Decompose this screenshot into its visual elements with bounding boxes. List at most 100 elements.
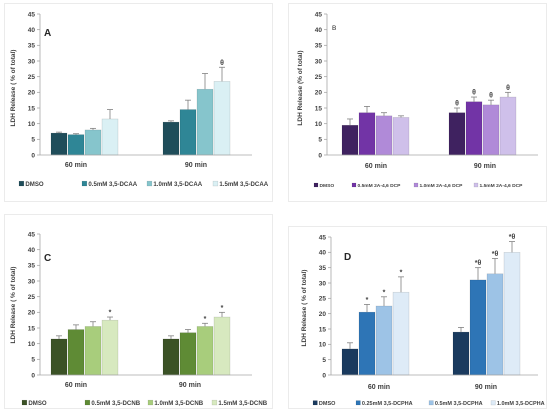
significance-mark-d-0-5mm-3-5-dcpha-90-min: *θ: [492, 251, 499, 258]
legend-label-1-0mm-3-5-dcpha: 1.0mM 3,5-DCPHA: [497, 401, 545, 407]
bar-c-1-5mm-3-5-dcnb-90-min: [213, 316, 231, 376]
legend-label-1-0mm-2a-4-6-dcp: 1.0mM 2A-4,6 DCP: [420, 183, 464, 189]
y-tick-label: 25: [319, 296, 327, 303]
bar-c-0-5mm-3-5-dcnb-90-min: [179, 332, 197, 376]
bar-d-1-0mm-3-5-dcpha-60-min: [392, 291, 410, 376]
y-tick-label: 0: [318, 152, 322, 159]
bar-a-1-5mm-3-5-dcaa-60-min: [101, 118, 119, 156]
y-tick-label: 20: [28, 310, 36, 317]
bar-b-0-5mm-2a-4-6-dcp-90-min: [465, 101, 483, 156]
error-bar-c-dmso-90-min: [168, 335, 174, 339]
error-bar-a-1-0mm-3-5-dcaa-90-min: [202, 73, 208, 90]
y-tick-label: 20: [315, 90, 323, 97]
y-tick-label: 45: [319, 234, 327, 241]
error-bar-a-1-5mm-3-5-dcaa-60-min: [107, 109, 113, 119]
bar-a-1-0mm-3-5-dcaa-90-min: [196, 88, 214, 156]
error-bar-c-dmso-60-min: [56, 335, 62, 339]
bar-a-dmso-60-min: [50, 132, 68, 156]
error-bar-b-dmso-90-min: [454, 107, 460, 113]
legend-label-0-5mm-3-5-dcpha: 0.5mM 3,5-DCPHA: [435, 401, 483, 407]
error-bar-c-1-5mm-3-5-dcnb-90-min: [219, 311, 225, 318]
error-bar-c-0-5mm-3-5-dcnb-90-min: [185, 329, 191, 333]
error-bar-b-0-5mm-2a-4-6-dcp-60-min: [364, 106, 370, 113]
y-axis-title: LDH Release ( % of total): [10, 50, 17, 127]
error-bar-d-dmso-60-min: [347, 342, 353, 349]
y-tick-label: 25: [28, 74, 36, 81]
legend-label-0-5mm-2a-4-6-dcp: 0.5mM 2A-4,6 DCP: [358, 183, 402, 189]
error-bar-a-dmso-90-min: [168, 120, 174, 123]
panel-frame: [4, 3, 273, 202]
y-tick-label: 25: [28, 294, 36, 301]
significance-mark-d-0-25mm-3-5-dcpha-90-min: *θ: [475, 260, 482, 267]
legend-swatch-0-5mm-3-5-dcnb: [84, 399, 91, 406]
error-bar-d-0-25mm-3-5-dcpha-60-min: [364, 304, 370, 313]
legend-label-dmso: DMSO: [320, 183, 335, 189]
legend-label-0-5mm-3-5-dcnb: 0.5mM 3,5-DCNB: [91, 400, 140, 407]
panel-letter: C: [44, 253, 51, 264]
significance-mark-b-0-5mm-2a-4-6-dcp-90-min: θ: [472, 90, 476, 97]
error-bar-c-1-0mm-3-5-dcnb-60-min: [90, 321, 96, 327]
bar-c-0-5mm-3-5-dcnb-60-min: [67, 329, 85, 376]
error-bar-b-1-0mm-2a-4-6-dcp-60-min: [381, 112, 387, 116]
y-tick-label: 40: [319, 250, 327, 257]
significance-mark-b-1-0mm-2a-4-6-dcp-90-min: θ: [489, 93, 493, 100]
error-bar-a-0-5mm-3-5-dcaa-90-min: [185, 99, 191, 110]
legend-swatch-0-5mm-3-5-dcaa: [81, 180, 88, 187]
legend-swatch-0-5mm-3-5-dcpha: [428, 400, 434, 406]
y-tick-label: 40: [315, 27, 323, 34]
legend-swatch-dmso: [313, 182, 319, 188]
panel-a: A LDH Release ( % of total) 0 5 10 15 20 25 30 35…: [4, 3, 273, 202]
legend-swatch-1-5mm-3-5-dcnb: [211, 399, 218, 406]
significance-mark-d-0-5mm-3-5-dcpha-60-min: *: [383, 289, 386, 296]
significance-mark-b-dmso-90-min: θ: [455, 101, 459, 108]
y-tick-label: 30: [28, 278, 36, 285]
legend-swatch-dmso: [21, 399, 28, 406]
legend-swatch-0-25mm-3-5-dcpha: [355, 400, 361, 406]
category-label-60-min: 60 min: [368, 384, 390, 391]
y-tick-label: 35: [319, 265, 327, 272]
category-label-90-min: 90 min: [475, 384, 497, 391]
panel-letter: B: [332, 25, 336, 32]
category-label-90-min: 90 min: [474, 163, 496, 170]
y-axis-title: LDH Release (% of total): [297, 50, 304, 125]
error-bar-b-0-5mm-2a-4-6-dcp-90-min: [471, 96, 477, 102]
y-tick-label: 5: [318, 137, 322, 144]
error-bar-c-0-5mm-3-5-dcnb-60-min: [73, 324, 79, 330]
legend-swatch-1-5mm-2a-4-6-dcp: [473, 182, 479, 188]
legend-swatch-0-5mm-2a-4-6-dcp: [351, 182, 357, 188]
legend: DMSO 0.5mM 3,5-DCAA 1.0mM 3,5-DCAA 1.5mM 3,…: [18, 180, 269, 188]
error-bar-b-1-0mm-2a-4-6-dcp-90-min: [488, 99, 494, 105]
y-tick-label: 10: [28, 341, 36, 348]
error-bar-b-1-5mm-2a-4-6-dcp-90-min: [505, 91, 511, 98]
legend-swatch-1-0mm-3-5-dcnb: [147, 399, 154, 406]
significance-mark-d-1-0mm-3-5-dcpha-90-min: *θ: [509, 234, 516, 241]
error-bar-a-1-0mm-3-5-dcaa-60-min: [90, 127, 96, 130]
error-bar-b-dmso-60-min: [347, 118, 353, 126]
y-tick-label: 20: [319, 311, 327, 318]
significance-mark-b-1-5mm-2a-4-6-dcp-90-min: θ: [506, 85, 510, 92]
error-bar-c-1-5mm-3-5-dcnb-60-min: [107, 316, 113, 321]
bar-b-1-5mm-2a-4-6-dcp-60-min: [392, 117, 410, 156]
legend: DMSO 0.5mM 2A-4,6 DCP 1.0mM 2A-4,6 DCP 1.5m…: [313, 182, 523, 189]
panel-frame: [288, 226, 547, 409]
category-label-60-min: 60 min: [65, 382, 87, 389]
legend-label-dmso: DMSO: [28, 400, 47, 407]
legend-label-dmso: DMSO: [319, 401, 336, 407]
legend-label-0-25mm-3-5-dcpha: 0.25mM 3,5-DCPHA: [362, 401, 413, 407]
legend-swatch-1-0mm-3-5-dcpha: [490, 400, 496, 406]
y-tick-label: 45: [315, 11, 323, 18]
y-tick-label: 5: [31, 137, 35, 144]
bar-a-dmso-90-min: [162, 121, 180, 156]
y-tick-label: 15: [28, 105, 36, 112]
bar-c-1-0mm-3-5-dcnb-60-min: [84, 326, 102, 376]
error-bar-d-0-5mm-3-5-dcpha-60-min: [381, 296, 387, 306]
legend-label-1-0mm-3-5-dcaa: 1.0mM 3,5-DCAA: [153, 181, 202, 188]
y-tick-label: 35: [28, 43, 36, 50]
error-bar-a-dmso-60-min: [56, 131, 62, 134]
bar-b-dmso-90-min: [448, 112, 466, 156]
bar-b-1-5mm-2a-4-6-dcp-90-min: [499, 96, 517, 156]
bar-d-0-5mm-3-5-dcpha-60-min: [375, 305, 393, 376]
panel-frame: [288, 3, 547, 202]
bar-d-0-5mm-3-5-dcpha-90-min: [486, 273, 504, 376]
